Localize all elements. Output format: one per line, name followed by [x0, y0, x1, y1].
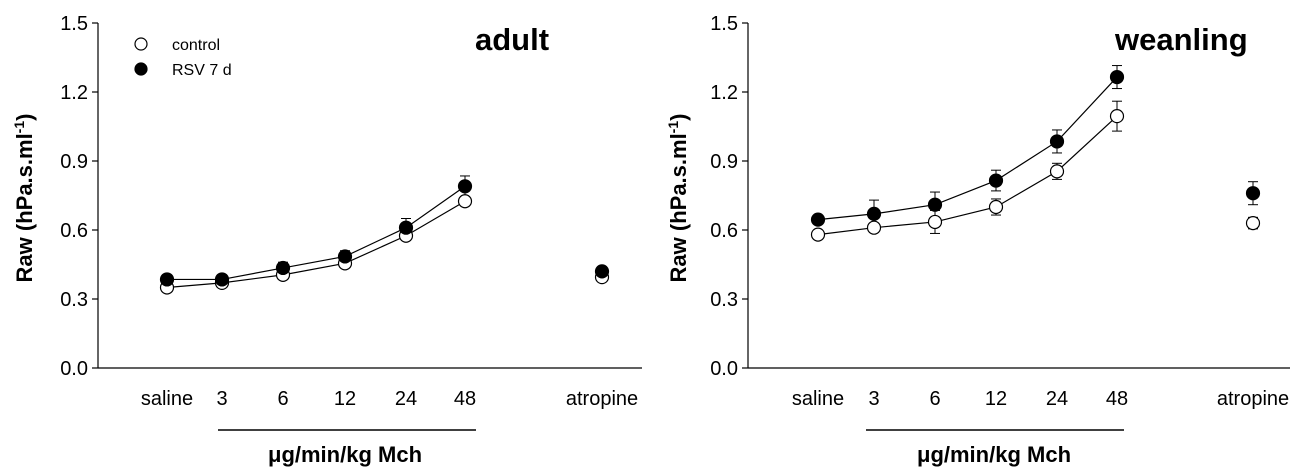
- series-line-rsv: [167, 185, 466, 281]
- point-control: [810, 227, 826, 242]
- point-rsv: [988, 173, 1004, 188]
- legend-marker-rsv: [134, 62, 148, 76]
- point-control: [927, 214, 943, 230]
- series-line-rsv: [817, 76, 1118, 221]
- point-rsv: [866, 206, 882, 221]
- x-tick-label: 48: [1106, 388, 1128, 410]
- legend-label-control: control: [172, 37, 220, 54]
- x-tick-label: 48: [454, 388, 476, 410]
- x-tick-label: 3: [868, 388, 879, 410]
- y-tick-label: 0.9: [710, 151, 738, 173]
- x-tick-label: saline: [141, 388, 193, 410]
- legend-label-rsv: RSV 7 d: [172, 62, 232, 79]
- y-tick-label: 0.9: [60, 151, 88, 173]
- x-tick-label: atropine: [1217, 388, 1289, 410]
- x-tick-label: 3: [216, 388, 227, 410]
- x-axis-title: μg/min/kg Mch: [268, 442, 422, 467]
- y-tick-label: 0.3: [710, 289, 738, 311]
- point-rsv: [927, 197, 943, 212]
- x-tick-label: 12: [334, 388, 356, 410]
- y-tick-label: 0.6: [60, 220, 88, 242]
- point-rsv: [214, 272, 230, 287]
- point-rsv: [1109, 69, 1125, 85]
- x-tick-label: 6: [277, 388, 288, 410]
- y-axis-title: Raw (hPa.s.ml-1): [11, 114, 37, 283]
- point-control: [1109, 109, 1125, 124]
- legend-marker-control: [134, 37, 148, 51]
- x-tick-label: 24: [1046, 388, 1068, 410]
- panel-weanling: weanling Raw (hPa.s.ml-1) μg/min/kg Mch …: [665, 13, 1290, 467]
- point-rsv: [275, 260, 291, 276]
- y-tick-label: 1.5: [710, 13, 738, 35]
- point-control: [1245, 216, 1261, 231]
- point-control: [457, 194, 473, 209]
- x-tick-label: 6: [929, 388, 940, 410]
- point-rsv: [337, 249, 353, 264]
- point-rsv: [1245, 186, 1261, 201]
- series-line-control: [166, 200, 466, 289]
- y-tick-label: 0.3: [60, 289, 88, 311]
- legend: control RSV 7 d: [134, 37, 232, 79]
- y-tick-label: 0.6: [710, 220, 738, 242]
- point-rsv: [594, 264, 610, 279]
- point-control: [1049, 164, 1065, 179]
- point-rsv: [159, 272, 175, 287]
- series-line-control: [817, 115, 1118, 236]
- y-tick-label: 0.0: [710, 358, 738, 380]
- point-rsv: [457, 179, 473, 194]
- x-tick-label: 12: [985, 388, 1007, 410]
- point-rsv: [398, 220, 414, 235]
- point-rsv: [810, 212, 826, 227]
- panel-adult: adult control RSV 7 d Raw (hPa.s.ml-1) μ…: [11, 13, 642, 467]
- y-axis-title: Raw (hPa.s.ml-1): [665, 114, 691, 283]
- panel-title: adult: [475, 22, 549, 57]
- point-control: [866, 220, 882, 235]
- y-tick-label: 0.0: [60, 358, 88, 380]
- panel-title: weanling: [1114, 22, 1248, 57]
- x-axis-title: μg/min/kg Mch: [917, 442, 1071, 467]
- point-control: [988, 199, 1004, 215]
- point-rsv: [1049, 134, 1065, 149]
- y-tick-label: 1.2: [60, 82, 88, 104]
- x-tick-label: atropine: [566, 388, 638, 410]
- y-tick-label: 1.5: [60, 13, 88, 35]
- x-tick-label: saline: [792, 388, 844, 410]
- x-tick-label: 24: [395, 388, 417, 410]
- y-tick-label: 1.2: [710, 82, 738, 104]
